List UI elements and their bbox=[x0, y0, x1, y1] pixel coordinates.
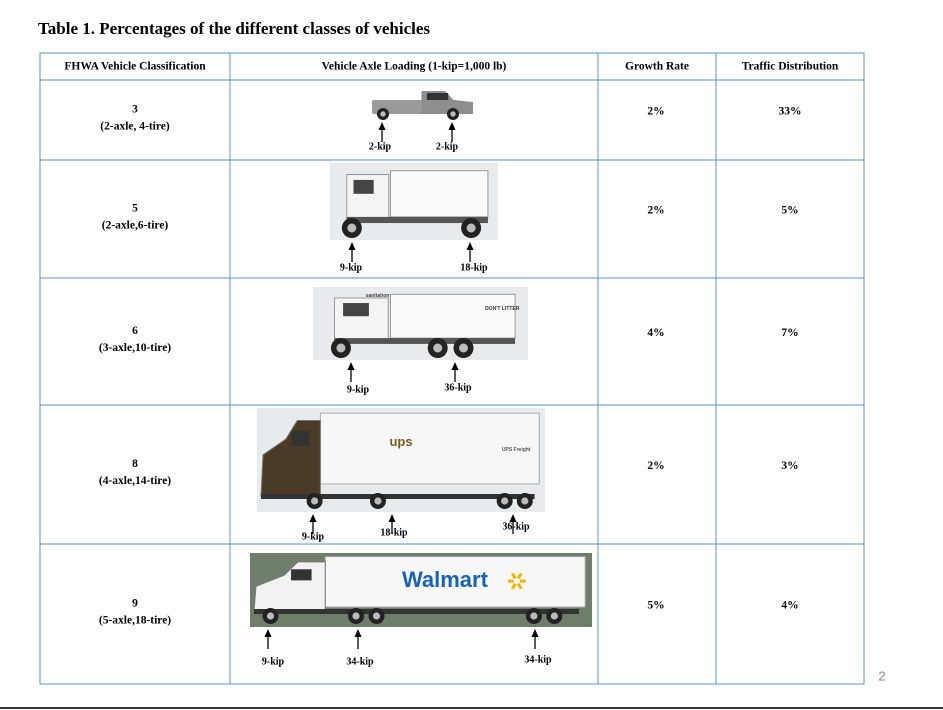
column-header: Traffic Distribution bbox=[742, 61, 839, 73]
traffic-distribution: 33% bbox=[779, 106, 802, 118]
vehicle-marking: UPS Freight bbox=[502, 447, 531, 453]
hub bbox=[459, 343, 468, 353]
arrow-head bbox=[347, 362, 355, 370]
hub bbox=[266, 612, 275, 620]
arrow-head bbox=[466, 242, 474, 250]
vehicle-class: 5 bbox=[132, 203, 138, 215]
axle-load: 9-kip bbox=[340, 262, 363, 273]
arrow-head bbox=[348, 242, 356, 250]
axle-config: (4-axle,14-tire) bbox=[99, 475, 171, 487]
table-border bbox=[39, 52, 865, 685]
hub bbox=[372, 612, 381, 620]
vehicle-marking: Walmart bbox=[402, 567, 489, 592]
traffic-distribution: 4% bbox=[781, 600, 798, 612]
hub bbox=[433, 343, 443, 353]
arrow-head bbox=[388, 514, 396, 522]
logo-spark bbox=[516, 582, 523, 590]
arrow-head bbox=[448, 122, 456, 130]
traffic-distribution: 3% bbox=[781, 460, 798, 472]
axle-load: 2-kip bbox=[436, 141, 459, 152]
arrow-head bbox=[354, 629, 362, 637]
vehicle-class: 8 bbox=[132, 458, 138, 470]
axle-load: 9-kip bbox=[302, 531, 325, 542]
chassis bbox=[261, 494, 535, 499]
axle-load: 36-kip bbox=[502, 521, 530, 532]
window bbox=[353, 179, 374, 194]
window bbox=[343, 303, 369, 317]
table-title: Table 1. Percentages of the different cl… bbox=[38, 19, 430, 38]
hub bbox=[550, 612, 558, 620]
arrow-head bbox=[531, 629, 539, 637]
traffic-distribution: 7% bbox=[781, 327, 798, 339]
hub bbox=[380, 111, 386, 117]
arrow-head bbox=[264, 629, 272, 637]
hub bbox=[352, 612, 360, 620]
growth-rate: 4% bbox=[647, 327, 664, 339]
chassis bbox=[346, 216, 488, 224]
column-header: Vehicle Axle Loading (1-kip=1,000 lb) bbox=[322, 61, 507, 73]
window bbox=[426, 93, 449, 100]
axle-load: 18-kip bbox=[460, 262, 488, 273]
window bbox=[291, 569, 312, 581]
axle-load: 36-kip bbox=[444, 382, 472, 393]
growth-rate: 5% bbox=[647, 600, 664, 612]
vehicle-marking: sanitation bbox=[366, 293, 390, 299]
vehicle-marking: DON'T LITTER bbox=[485, 306, 520, 312]
axle-load: 9-kip bbox=[262, 656, 285, 667]
body bbox=[389, 293, 516, 339]
arrow-head bbox=[451, 362, 459, 370]
logo-spark bbox=[516, 572, 523, 580]
hub bbox=[521, 497, 529, 505]
axle-load: 2-kip bbox=[369, 141, 392, 152]
vehicle-class: 6 bbox=[132, 325, 138, 337]
chassis bbox=[334, 338, 516, 344]
axle-load: 34-kip bbox=[346, 656, 374, 667]
trailer bbox=[324, 556, 586, 608]
page-number: 2 bbox=[878, 668, 885, 683]
growth-rate: 2% bbox=[647, 106, 664, 118]
hub bbox=[311, 497, 319, 505]
arrow-head bbox=[309, 514, 317, 522]
trailer bbox=[319, 412, 540, 485]
axle-load: 9-kip bbox=[347, 384, 370, 395]
vehicle-marking: ups bbox=[389, 434, 412, 449]
vehicle-class: 3 bbox=[132, 104, 138, 116]
vehicle-class: 9 bbox=[132, 598, 138, 610]
hub bbox=[347, 223, 357, 233]
window bbox=[291, 430, 309, 447]
axle-config: (2-axle, 4-tire) bbox=[100, 121, 170, 133]
hub bbox=[336, 343, 346, 353]
chassis bbox=[254, 609, 579, 614]
growth-rate: 2% bbox=[647, 205, 664, 217]
column-header: FHWA Vehicle Classification bbox=[64, 61, 206, 73]
axle-load: 18-kip bbox=[380, 527, 408, 538]
hub bbox=[501, 497, 509, 505]
hub bbox=[374, 497, 382, 505]
arrow-head bbox=[509, 514, 517, 522]
axle-config: (5-axle,18-tire) bbox=[99, 615, 171, 627]
hub bbox=[450, 111, 456, 117]
growth-rate: 2% bbox=[647, 460, 664, 472]
traffic-distribution: 5% bbox=[781, 205, 798, 217]
axle-config: (3-axle,10-tire) bbox=[99, 342, 171, 354]
logo-spark bbox=[510, 582, 517, 590]
arrow-head bbox=[378, 122, 386, 130]
logo-spark bbox=[510, 572, 517, 580]
body bbox=[389, 170, 489, 218]
column-header: Growth Rate bbox=[625, 61, 689, 73]
hub bbox=[466, 223, 476, 233]
axle-load: 34-kip bbox=[524, 654, 552, 665]
axle-config: (2-axle,6-tire) bbox=[102, 220, 169, 232]
hub bbox=[530, 612, 538, 620]
